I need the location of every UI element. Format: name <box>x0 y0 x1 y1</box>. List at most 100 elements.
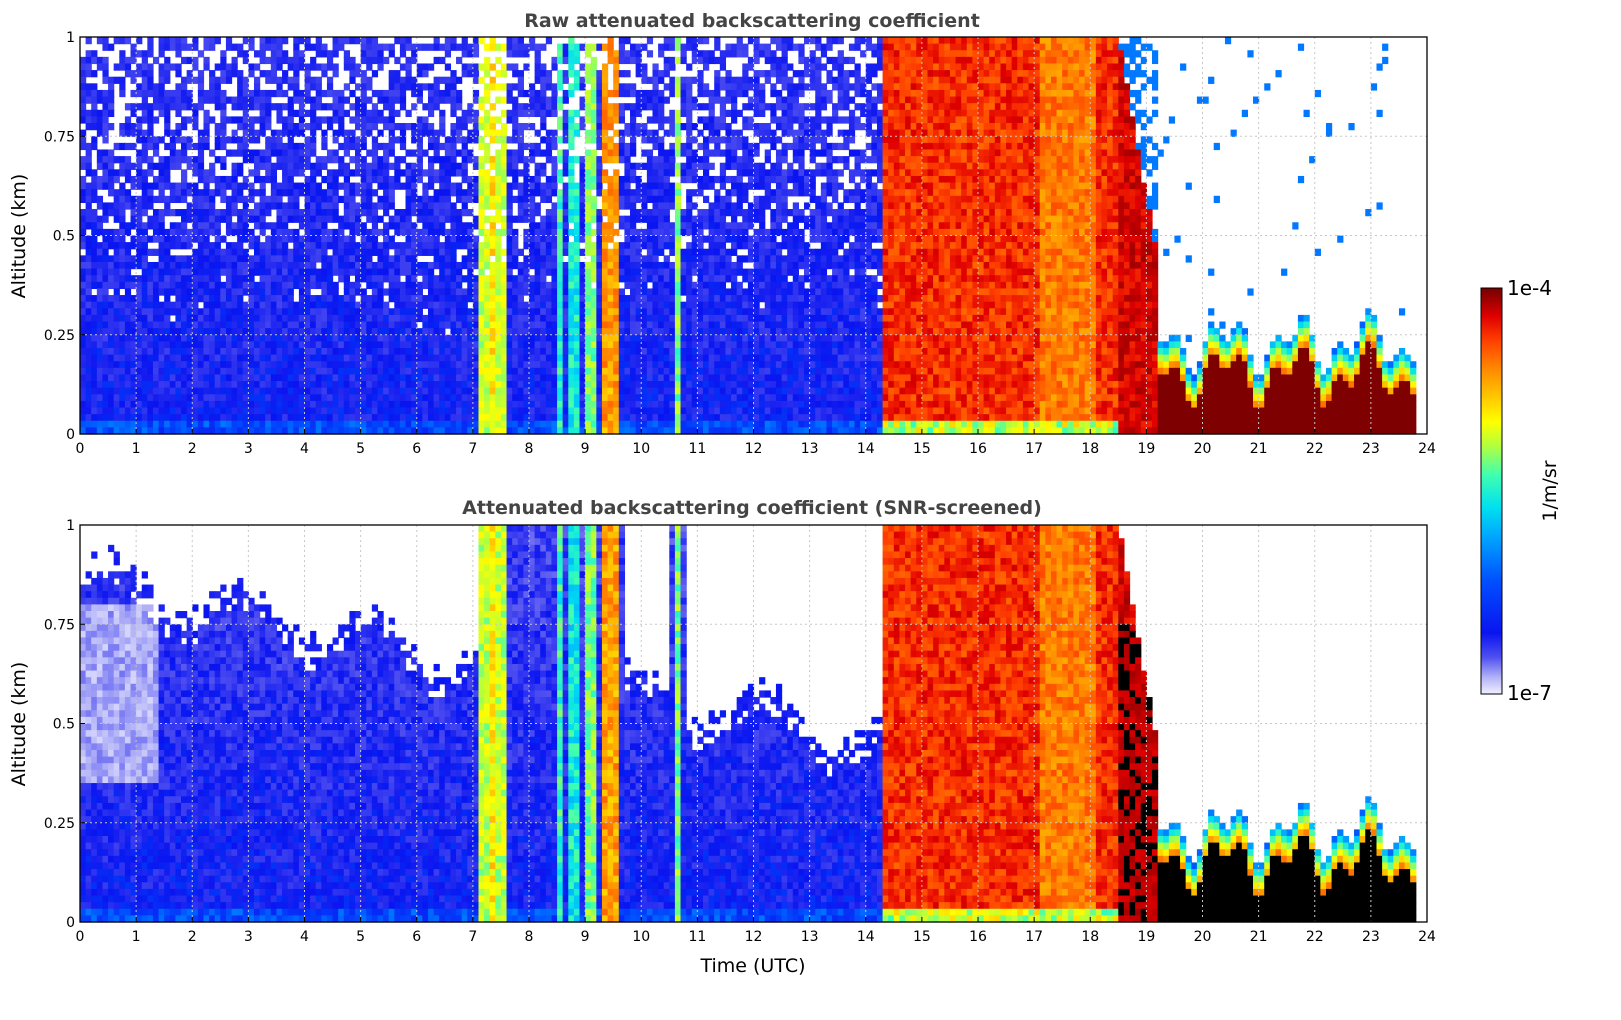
heatmap-cell <box>96 109 104 117</box>
heatmap-cell <box>282 281 289 290</box>
heatmap-cell <box>529 361 536 369</box>
heatmap-cell <box>270 195 278 204</box>
heatmap-cell <box>181 374 188 382</box>
heatmap-cell <box>355 334 362 342</box>
heatmap-cell <box>265 400 272 409</box>
heatmap-cell <box>422 374 429 382</box>
heatmap-cell <box>366 56 373 65</box>
heatmap-cell <box>394 261 401 270</box>
heatmap-cell <box>349 427 356 435</box>
heatmap-cell <box>304 414 311 422</box>
heatmap-cell <box>500 169 508 177</box>
heatmap-cell <box>472 347 480 356</box>
heatmap-cell <box>315 162 322 170</box>
heatmap-cell <box>164 182 171 190</box>
heatmap-cell <box>158 394 165 402</box>
heatmap-cell <box>265 43 272 51</box>
heatmap-cell <box>562 268 569 276</box>
heatmap-cell <box>472 301 480 309</box>
heatmap-cell <box>237 308 244 316</box>
heatmap-cell <box>433 189 440 197</box>
heatmap-cell <box>517 295 524 303</box>
heatmap-cell <box>209 195 216 204</box>
heatmap-cell <box>484 281 491 290</box>
heatmap-cell <box>164 195 171 204</box>
heatmap-cell <box>225 361 233 369</box>
heatmap-cell <box>298 37 306 45</box>
heatmap-cell <box>500 361 508 369</box>
heatmap-cell <box>618 261 626 270</box>
heatmap-cell <box>450 83 457 91</box>
heatmap-cell <box>259 414 266 422</box>
heatmap-cell <box>377 394 384 402</box>
heatmap-cell <box>534 420 541 428</box>
heatmap-cell <box>422 70 429 78</box>
heatmap-cell <box>304 361 311 369</box>
heatmap-cell <box>433 136 440 144</box>
heatmap-cell <box>242 195 249 204</box>
heatmap-cell <box>282 381 289 389</box>
heatmap-cell <box>141 400 148 409</box>
heatmap-cell <box>130 387 137 395</box>
heatmap-cell <box>557 400 564 409</box>
heatmap-cell <box>585 367 592 376</box>
heatmap-cell <box>80 195 87 204</box>
heatmap-cell <box>265 295 272 303</box>
heatmap-cell <box>512 314 519 323</box>
heatmap-cell <box>181 334 188 342</box>
heatmap-cell <box>270 37 278 45</box>
heatmap-cell <box>478 162 485 170</box>
heatmap-cell <box>225 400 233 409</box>
heatmap-cell <box>304 387 311 395</box>
heatmap-cell <box>573 427 581 435</box>
heatmap-cell <box>540 381 547 389</box>
heatmap-cell <box>282 420 289 428</box>
heatmap-cell <box>197 189 205 197</box>
heatmap-cell <box>562 169 569 177</box>
heatmap-cell <box>422 295 429 303</box>
heatmap-cell <box>624 149 631 157</box>
heatmap-cell <box>517 142 524 151</box>
heatmap-cell <box>315 328 322 336</box>
heatmap-cell <box>298 169 306 177</box>
heatmap-cell <box>411 169 418 177</box>
heatmap-cell <box>276 162 283 170</box>
heatmap-cell <box>85 209 92 217</box>
heatmap-cell <box>349 374 356 382</box>
heatmap-cell <box>338 169 345 177</box>
heatmap-cell <box>506 37 513 45</box>
heatmap-cell <box>197 387 205 395</box>
heatmap-cell <box>517 374 524 382</box>
heatmap-cell <box>186 301 193 309</box>
heatmap-cell <box>253 354 261 362</box>
heatmap-cell <box>540 215 547 223</box>
heatmap-cell <box>366 295 373 303</box>
heatmap-cell <box>512 420 519 428</box>
heatmap-cell <box>287 169 294 177</box>
heatmap-cell <box>383 427 390 435</box>
heatmap-cell <box>433 308 440 316</box>
heatmap-cell <box>270 103 278 111</box>
heatmap-cell <box>220 109 227 117</box>
heatmap-cell <box>119 400 126 409</box>
heatmap-cell <box>394 295 401 303</box>
heatmap-cell <box>259 242 266 250</box>
heatmap-cell <box>489 129 496 137</box>
heatmap-cell <box>130 354 137 362</box>
heatmap-cell <box>596 89 603 98</box>
heatmap-cell <box>371 361 379 369</box>
heatmap-cell <box>613 407 620 415</box>
heatmap-cell <box>287 76 294 84</box>
heatmap-cell <box>332 328 339 336</box>
heatmap-cell <box>489 420 496 428</box>
heatmap-cell <box>529 189 536 197</box>
heatmap-cell <box>562 50 569 58</box>
heatmap-cell <box>579 96 586 104</box>
heatmap-cell <box>500 354 508 362</box>
heatmap-cell <box>310 374 317 382</box>
heatmap-cell <box>186 235 193 243</box>
heatmap-cell <box>248 341 255 349</box>
heatmap-cell <box>338 142 345 151</box>
heatmap-cell <box>613 288 620 296</box>
heatmap-cell <box>590 288 597 296</box>
